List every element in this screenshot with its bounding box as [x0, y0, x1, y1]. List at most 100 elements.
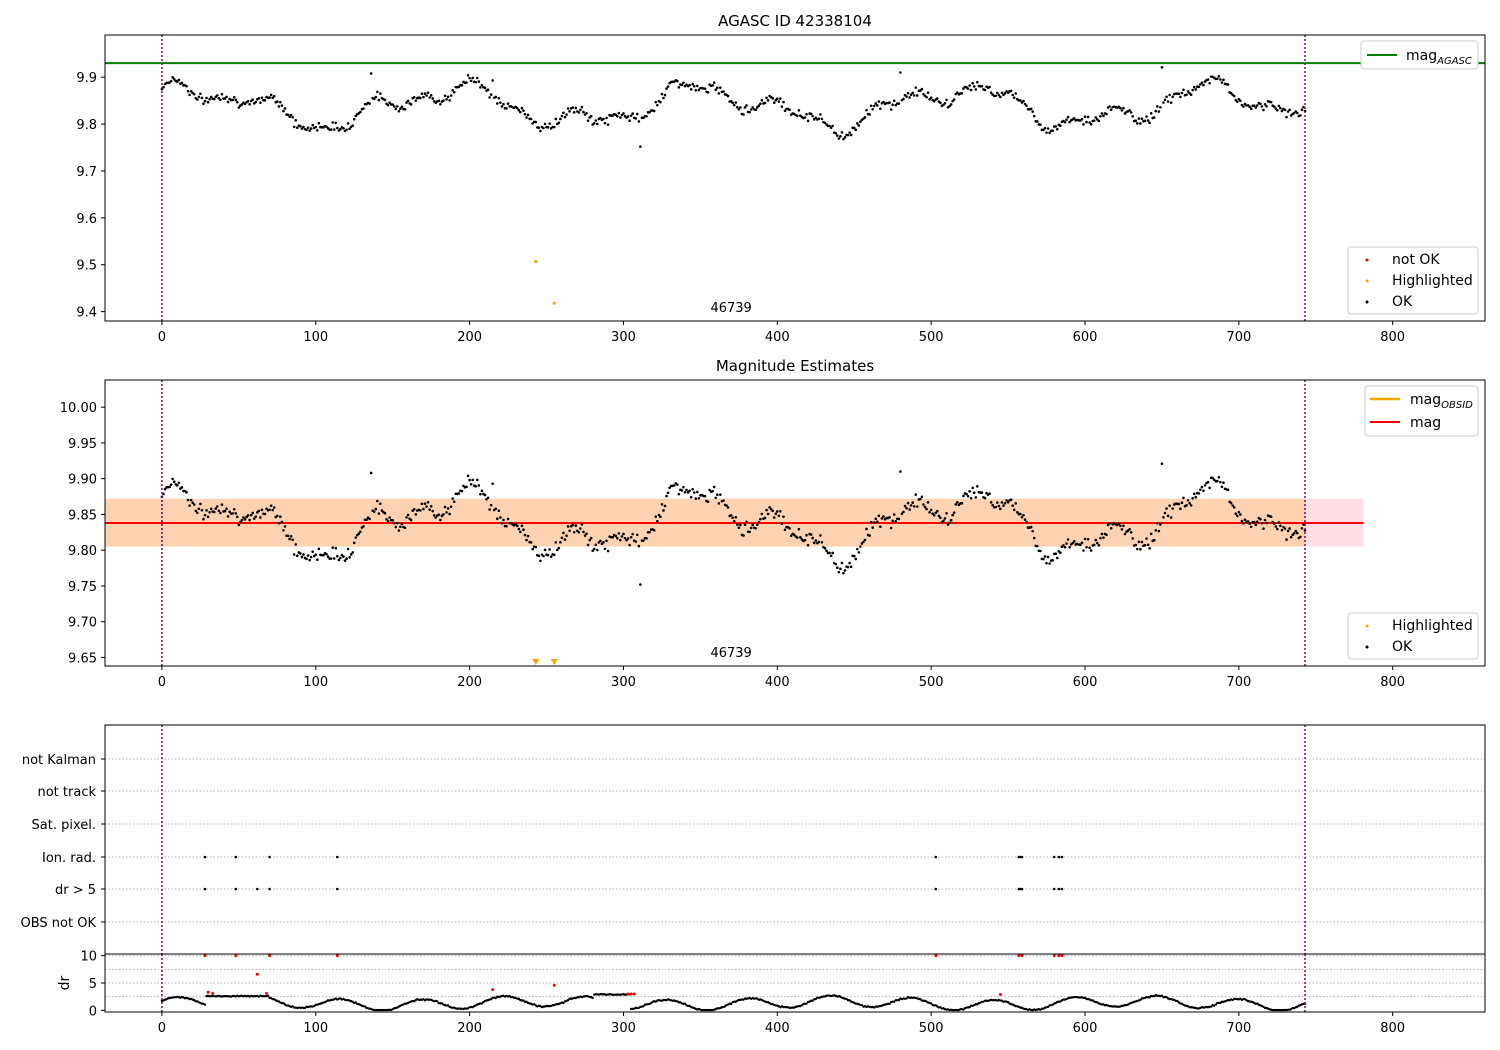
ok-point: [169, 483, 173, 486]
ok-point: [689, 495, 693, 499]
ok-point: [694, 88, 698, 92]
ok-point: [368, 517, 371, 521]
ok-point: [1094, 116, 1098, 119]
ok-point: [939, 516, 942, 520]
ok-point: [260, 96, 264, 99]
ok-point: [392, 521, 396, 525]
dr-point: [446, 1004, 450, 1007]
ok-point: [1269, 100, 1273, 104]
ok-point: [663, 504, 667, 508]
mag-ytick-label-9.75: 9.75: [68, 580, 97, 595]
ok-point: [172, 480, 176, 484]
ok-point: [617, 532, 621, 535]
ok-point: [242, 516, 245, 519]
ok-point: [759, 102, 762, 106]
ok-point: [906, 91, 910, 95]
ok-point: [542, 554, 545, 558]
ok-point: [1086, 537, 1090, 541]
ok-point: [956, 501, 959, 504]
ok-point: [1276, 108, 1279, 112]
legend-highlighted-marker-2: [1365, 624, 1369, 628]
ok-point: [989, 91, 993, 95]
ok-point: [302, 553, 305, 556]
ok-point: [1088, 546, 1091, 550]
ok-point: [820, 540, 824, 544]
ok-point: [568, 110, 571, 113]
ok-point: [352, 117, 356, 121]
ok-point: [589, 114, 593, 118]
ok-point: [280, 520, 284, 524]
ok-point: [296, 126, 299, 130]
ok-point: [1016, 510, 1019, 514]
ok-point: [403, 108, 407, 111]
ok-point: [445, 98, 448, 101]
ok-point: [428, 508, 431, 511]
ok-point: [971, 81, 974, 85]
ok-point: [514, 522, 518, 526]
ok-point: [745, 104, 748, 107]
ok-point: [757, 104, 761, 108]
ok-point: [599, 539, 602, 543]
legend-mag-label: mag: [1410, 415, 1441, 431]
ok-point: [749, 526, 753, 530]
ok-point: [176, 80, 179, 83]
magnitude-estimates-title: Magnitude Estimates: [716, 357, 874, 375]
ok-point: [716, 86, 719, 90]
ok-point: [585, 111, 588, 115]
ok-point: [322, 553, 325, 557]
ok-point: [1302, 523, 1305, 526]
ok-point: [419, 96, 422, 100]
ok-point: [231, 98, 234, 102]
ok-point: [362, 525, 365, 528]
ok-point: [405, 516, 408, 519]
ok-point: [626, 537, 630, 540]
ok-point: [854, 557, 858, 561]
ok-point: [1065, 118, 1068, 122]
ok-point: [336, 554, 339, 558]
ok-point: [385, 517, 388, 521]
ok-point: [1059, 124, 1062, 128]
ok-point: [1186, 499, 1190, 502]
ok-point: [289, 113, 293, 117]
ok-point: [682, 81, 685, 85]
flag-point: [336, 887, 339, 891]
ok-point: [299, 552, 302, 555]
ok-point: [1032, 536, 1036, 540]
ok-point: [412, 95, 416, 99]
ok-point: [451, 497, 454, 500]
ok-point: [745, 520, 748, 524]
ok-point: [379, 502, 382, 505]
flag-row-label-5: OBS not OK: [21, 916, 97, 931]
ok-point: [206, 515, 210, 519]
ok-point: [543, 122, 547, 126]
ok-point: [782, 100, 785, 104]
ok-point: [692, 84, 696, 88]
ok-point: [477, 80, 481, 83]
ok-point: [489, 503, 493, 507]
ok-point: [876, 104, 879, 107]
ok-point: [1022, 513, 1025, 517]
ok-point: [185, 491, 188, 494]
ok-point: [488, 508, 491, 511]
ok-point: [549, 555, 553, 558]
ok-point: [277, 105, 281, 108]
ok-point: [374, 95, 378, 99]
ok-point: [677, 86, 681, 89]
magnitude-estimates-panel: Magnitude Estimates 0 100 200 300 400 500 600 7…: [60, 357, 1486, 690]
ok-point: [1082, 123, 1085, 126]
ok-point: [771, 509, 774, 513]
ok-point: [877, 514, 881, 518]
ok-point: [771, 97, 774, 100]
ok-point: [1137, 540, 1141, 544]
ok-point: [776, 510, 779, 513]
obsid-annotation: 46739: [710, 301, 751, 316]
ok-point: [696, 490, 699, 494]
ok-point: [688, 489, 691, 493]
ok-point: [202, 102, 205, 106]
ok-point: [872, 104, 876, 108]
ok-point: [1192, 85, 1196, 89]
ok-point: [445, 511, 448, 514]
ok-point: [1188, 501, 1191, 505]
ok-point: [989, 501, 993, 504]
ok-point: [1106, 523, 1110, 527]
